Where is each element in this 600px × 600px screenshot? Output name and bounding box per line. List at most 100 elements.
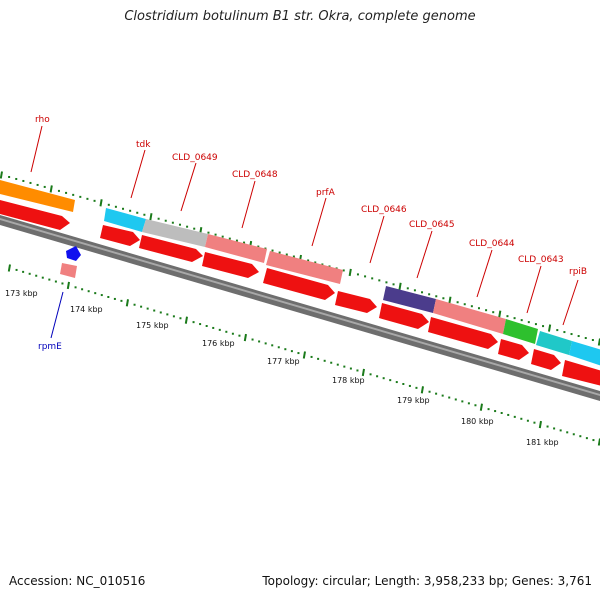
minor-tick (492, 311, 495, 314)
minor-tick (258, 340, 261, 343)
minor-tick (385, 281, 388, 284)
minor-tick (35, 274, 38, 277)
minor-tick (408, 384, 411, 387)
minor-tick (356, 369, 359, 372)
minor-tick (566, 431, 569, 434)
minor-tick (570, 333, 573, 336)
minor-tick (74, 286, 77, 289)
minor-tick (251, 338, 254, 341)
major-tick (498, 310, 502, 318)
minor-tick (592, 439, 595, 442)
map-title: Clostridium botulinum B1 str. Okra, comp… (124, 9, 476, 24)
minor-tick (448, 396, 451, 399)
minor-tick (235, 239, 238, 242)
minor-tick (406, 287, 409, 290)
minor-tick (376, 375, 379, 378)
gene-label-CLD_0645: CLD_0645 (409, 220, 455, 230)
minor-tick (513, 317, 516, 320)
minor-tick (487, 408, 490, 411)
minor-tick (159, 311, 162, 314)
minor-tick (421, 291, 424, 294)
minor-tick (228, 237, 231, 240)
gene-label-rpiB: rpiB (569, 267, 587, 277)
minor-tick (290, 350, 293, 353)
minor-tick (218, 328, 221, 331)
accession-text: Accession: NC_010516 (9, 574, 146, 588)
minor-tick (454, 398, 457, 401)
minor-tick (456, 301, 459, 304)
gene-label-CLD_0649: CLD_0649 (172, 153, 218, 163)
minor-tick (572, 433, 575, 436)
cds-arrow (139, 235, 203, 262)
minor-tick (143, 213, 146, 216)
inner-features (60, 246, 81, 278)
genome-summary-text: Topology: circular; Length: 3,958,233 bp… (262, 574, 592, 588)
gene-rpmE-cds (60, 263, 77, 278)
minor-tick (264, 247, 267, 250)
gene-rpmE (66, 246, 81, 261)
minor-tick (94, 292, 97, 295)
gene-labels: rho tdk CLD_0649 CLD_0648 prfA CLD_0646 … (35, 115, 587, 352)
minor-tick (402, 383, 405, 385)
minor-tick (133, 303, 136, 306)
upper-gene-row (0, 180, 600, 366)
gene-rpiB (569, 341, 600, 366)
major-tick (125, 299, 129, 307)
minor-tick (48, 278, 51, 281)
minor-tick (415, 386, 418, 389)
minor-tick (485, 309, 488, 312)
minor-tick (369, 373, 372, 376)
minor-tick (577, 335, 580, 338)
gene-label-rpmE: rpmE (38, 342, 62, 352)
major-tick (479, 403, 483, 411)
minor-tick (114, 205, 117, 208)
gene-label-CLD_0648: CLD_0648 (232, 170, 278, 180)
minor-tick (81, 288, 84, 291)
minor-tick (542, 325, 545, 328)
minor-tick (463, 303, 466, 306)
minor-tick (285, 253, 288, 256)
gene-prfA (266, 251, 343, 284)
minor-tick (157, 217, 160, 220)
scale-label: 179 kbp (397, 396, 430, 405)
minor-tick (192, 321, 195, 324)
minor-tick (186, 225, 189, 228)
minor-tick (378, 279, 381, 282)
minor-tick (22, 270, 25, 273)
minor-tick (214, 233, 217, 236)
minor-tick (559, 429, 562, 432)
cds-arrow (202, 252, 259, 278)
minor-tick (314, 261, 317, 264)
minor-tick (225, 330, 228, 333)
cds-arrow (263, 268, 335, 300)
minor-tick (120, 299, 123, 302)
minor-tick (382, 377, 385, 380)
minor-tick (57, 189, 60, 192)
major-tick (149, 213, 153, 221)
scale-label: 176 kbp (202, 339, 235, 348)
minor-tick (107, 203, 110, 206)
minor-tick (271, 344, 274, 347)
minor-tick (336, 363, 339, 366)
minor-tick (435, 295, 438, 298)
minor-tick (136, 211, 139, 214)
major-tick (448, 296, 452, 304)
minor-tick (153, 309, 156, 312)
minor-tick (591, 339, 594, 342)
minor-tick (553, 427, 556, 430)
major-tick (184, 316, 188, 324)
gene-CLD_0646 (383, 286, 436, 313)
major-tick (243, 333, 247, 342)
minor-tick (520, 319, 523, 322)
major-tick (66, 281, 70, 290)
minor-tick (166, 313, 169, 316)
gene-CLD_0649 (142, 219, 208, 247)
minor-tick (527, 321, 530, 324)
minor-tick (15, 268, 18, 271)
minor-tick (356, 273, 359, 276)
minor-tick (122, 207, 125, 210)
gene-CLD_0648 (205, 234, 267, 263)
scale-tick-track (7, 264, 600, 446)
minor-tick (435, 392, 438, 395)
scale-labels: 173 kbp 174 kbp 175 kbp 176 kbp 177 kbp … (5, 289, 559, 447)
